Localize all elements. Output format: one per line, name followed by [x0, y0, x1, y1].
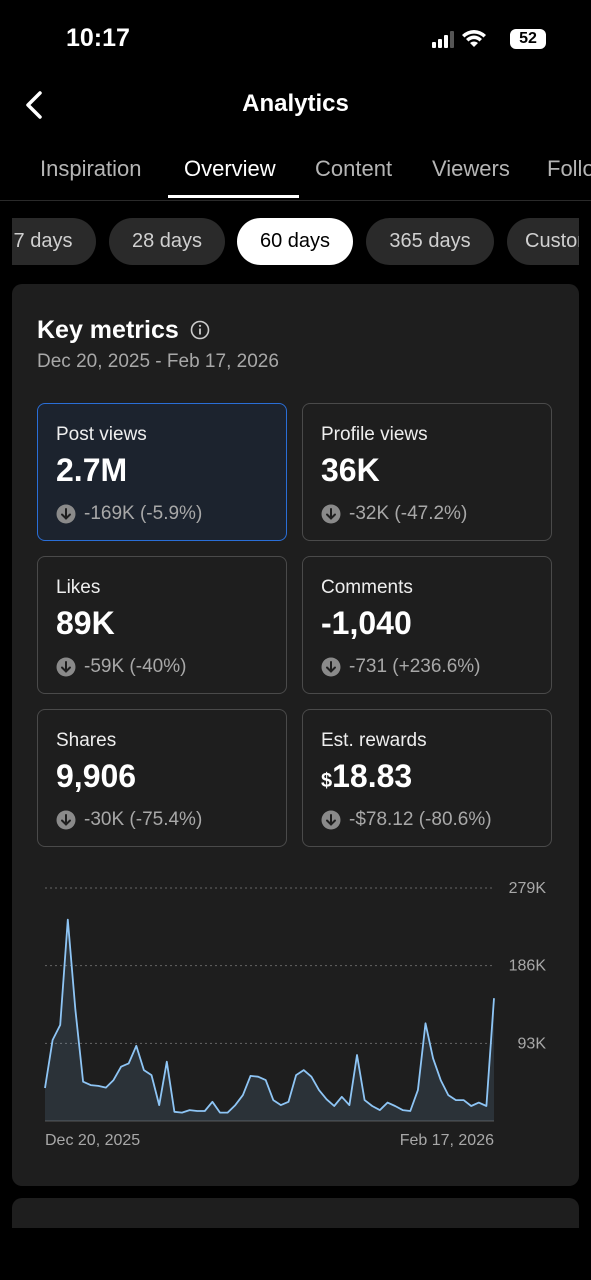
down-icon — [321, 657, 341, 677]
chart: 93K 186K 279K Dec 20, 2025 Feb 17, 2026 — [44, 880, 547, 1149]
metric-value: $18.83 — [321, 758, 412, 795]
metric-change: -731 (+236.6%) — [349, 656, 481, 677]
range-chips: 7 days 28 days 60 days 365 days Custom — [12, 218, 579, 266]
page-title: Analytics — [242, 90, 349, 117]
metric-change: -30K (-75.4%) — [84, 809, 203, 830]
line — [44, 918, 495, 1114]
info-icon[interactable] — [190, 320, 210, 340]
x-tick-label: Feb 17, 2026 — [400, 1132, 494, 1149]
status-time: 10:17 — [66, 24, 130, 52]
metric-number: 9,906 — [56, 758, 137, 794]
metric-currency: $ — [321, 770, 333, 792]
battery: 52 — [510, 29, 546, 49]
y-tick-label: 186K — [509, 958, 547, 975]
metric-box[interactable]: Profile views 36K -32K (-47.2%) — [302, 403, 552, 541]
x-tick-label: Dec 20, 2025 — [45, 1132, 140, 1149]
metric-label: Profile views — [321, 424, 428, 445]
down-icon — [56, 657, 76, 677]
metric-label: Comments — [321, 577, 413, 598]
down-icon — [321, 810, 341, 830]
tab[interactable]: Content — [315, 156, 393, 181]
down-icon — [321, 504, 341, 524]
range-chip[interactable]: Custom — [507, 218, 579, 265]
metric-change: -$78.12 (-80.6%) — [349, 809, 492, 830]
metric-box[interactable]: Comments -1,040 -731 (+236.6%) — [302, 556, 552, 694]
metric-number: 2.7M — [56, 452, 128, 488]
card-title: Key metrics — [37, 316, 210, 345]
tab[interactable]: Inspiration — [40, 156, 142, 181]
range-chip[interactable]: 365 days — [366, 218, 494, 265]
down-icon — [56, 810, 76, 830]
tab[interactable]: Viewers — [432, 156, 510, 181]
metric-number: 89K — [56, 605, 115, 641]
metric-number: 36K — [321, 452, 380, 488]
range-chip[interactable]: 28 days — [109, 218, 225, 265]
tab[interactable]: Overview — [184, 156, 276, 181]
metric-value: 2.7M — [56, 452, 127, 489]
back-button[interactable] — [22, 90, 46, 120]
metric-label: Post views — [56, 424, 147, 445]
metric-value: 89K — [56, 605, 115, 642]
metric-value: 36K — [321, 452, 380, 489]
tab-bar: Inspiration Overview Content Viewers Followe… — [0, 150, 591, 201]
metric-change: -169K (-5.9%) — [84, 503, 203, 524]
metric-number: 18.83 — [332, 758, 413, 794]
signal-wifi — [432, 30, 486, 48]
metric-box[interactable]: Post views 2.7M -169K (-5.9%) — [37, 403, 287, 541]
next-card — [12, 1198, 579, 1228]
area — [45, 919, 494, 1121]
tab[interactable]: Followers — [547, 156, 591, 181]
metric-label: Est. rewards — [321, 730, 427, 751]
card-title-text: Key metrics — [37, 316, 179, 344]
metric-label: Shares — [56, 730, 117, 751]
down-icon — [56, 504, 76, 524]
metric-value: 9,906 — [56, 758, 136, 795]
metric-box[interactable]: Likes 89K -59K (-40%) — [37, 556, 287, 694]
date-range: Dec 20, 2025 - Feb 17, 2026 — [37, 351, 279, 372]
metric-change: -32K (-47.2%) — [349, 503, 468, 524]
y-tick-label: 93K — [518, 1035, 547, 1052]
metric-value: -1,040 — [321, 605, 412, 642]
tab-underline — [168, 195, 299, 198]
metric-box[interactable]: Est. rewards $18.83 -$78.12 (-80.6%) — [302, 709, 552, 847]
metric-box[interactable]: Shares 9,906 -30K (-75.4%) — [37, 709, 287, 847]
range-chip[interactable]: 60 days — [237, 218, 353, 265]
metric-number: -1,040 — [321, 605, 412, 641]
y-tick-label: 279K — [509, 880, 547, 897]
range-chip[interactable]: 7 days — [12, 218, 96, 265]
metric-change: -59K (-40%) — [84, 656, 187, 677]
metric-label: Likes — [56, 577, 101, 598]
